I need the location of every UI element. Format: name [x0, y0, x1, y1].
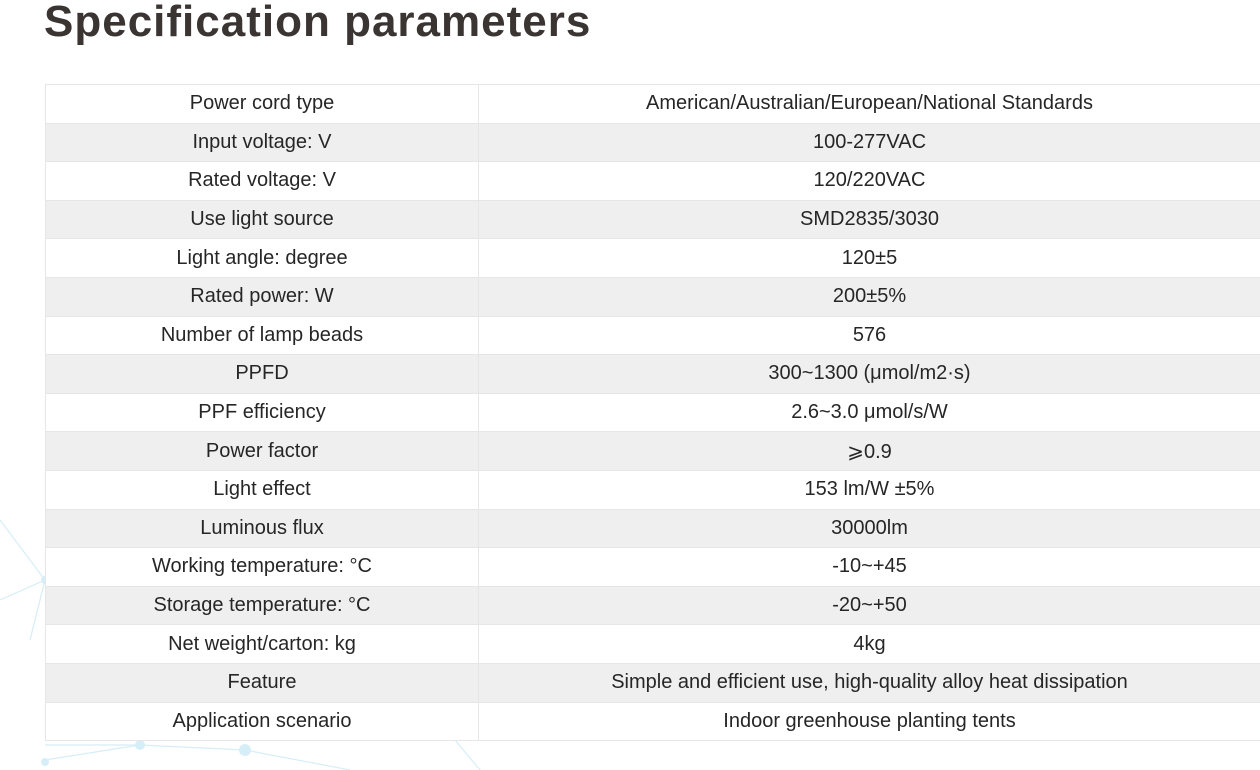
table-row: Power factor ⩾0.9	[45, 431, 1260, 471]
parameter-value-cell: 300~1300 (μmol/m2·s)	[478, 354, 1260, 394]
table-row: Working temperature: °C -10~+45	[45, 547, 1260, 587]
parameter-name-cell: Rated voltage: V	[45, 161, 479, 201]
parameter-name-cell: Input voltage: V	[45, 122, 479, 163]
parameter-name-cell: Working temperature: °C	[45, 547, 479, 587]
table-row: Use light source SMD2835/3030	[45, 199, 1260, 240]
parameter-value-cell: American/Australian/European/National St…	[478, 84, 1260, 124]
parameter-name-cell: Luminous flux	[45, 508, 479, 549]
parameter-name-cell: Storage temperature: °C	[45, 585, 479, 626]
table-row: Power cord type American/Australian/Europ…	[45, 84, 1260, 124]
table-row: Storage temperature: °C -20~+50	[45, 585, 1260, 626]
parameter-value-cell: 100-277VAC	[478, 122, 1260, 163]
parameter-value-cell: 30000lm	[478, 508, 1260, 549]
parameter-name-cell: Net weight/carton: kg	[45, 624, 479, 664]
parameter-value-cell: Indoor greenhouse planting tents	[478, 701, 1260, 742]
parameter-name-cell: Feature	[45, 662, 479, 703]
parameter-name-cell: Rated power: W	[45, 276, 479, 317]
parameter-value-cell: 576	[478, 315, 1260, 356]
page-title: Specification parameters	[44, 0, 592, 46]
parameter-value-cell: ⩾0.9	[478, 431, 1260, 471]
parameter-name-cell: Light effect	[45, 469, 479, 510]
parameter-name-cell: PPFD	[45, 354, 479, 394]
parameter-value-cell: 2.6~3.0 μmol/s/W	[478, 392, 1260, 433]
table-row: Luminous flux 30000lm	[45, 508, 1260, 549]
specification-table-body: Power cord type American/Australian/Europ…	[45, 84, 1260, 742]
table-row: Light effect 153 lm/W ±5%	[45, 469, 1260, 510]
table-row: PPFD 300~1300 (μmol/m2·s)	[45, 354, 1260, 394]
specification-table: Power cord type American/Australian/Europ…	[45, 84, 1260, 742]
parameter-name-cell: Light angle: degree	[45, 238, 479, 278]
parameter-name-cell: Power cord type	[45, 84, 479, 124]
parameter-value-cell: 120±5	[478, 238, 1260, 278]
parameter-name-cell: Use light source	[45, 199, 479, 240]
parameter-name-cell: Application scenario	[45, 701, 479, 742]
parameter-value-cell: 120/220VAC	[478, 161, 1260, 201]
table-row: Input voltage: V 100-277VAC	[45, 122, 1260, 163]
parameter-value-cell: 200±5%	[478, 276, 1260, 317]
table-row: Net weight/carton: kg 4kg	[45, 624, 1260, 664]
parameter-value-cell: 4kg	[478, 624, 1260, 664]
parameter-name-cell: Number of lamp beads	[45, 315, 479, 356]
parameter-value-cell: -10~+45	[478, 547, 1260, 587]
parameter-value-cell: Simple and efficient use, high-quality a…	[478, 662, 1260, 703]
table-row: Number of lamp beads 576	[45, 315, 1260, 356]
table-row: Rated voltage: V 120/220VAC	[45, 161, 1260, 201]
table-row: PPF efficiency 2.6~3.0 μmol/s/W	[45, 392, 1260, 433]
table-row: Application scenario Indoor greenhouse pl…	[45, 701, 1260, 742]
parameter-value-cell: -20~+50	[478, 585, 1260, 626]
parameter-value-cell: SMD2835/3030	[478, 199, 1260, 240]
table-row: Feature Simple and efficient use, high-qu…	[45, 662, 1260, 703]
parameter-name-cell: PPF efficiency	[45, 392, 479, 433]
table-row: Rated power: W 200±5%	[45, 276, 1260, 317]
table-row: Light angle: degree 120±5	[45, 238, 1260, 278]
parameter-value-cell: 153 lm/W ±5%	[478, 469, 1260, 510]
parameter-name-cell: Power factor	[45, 431, 479, 471]
